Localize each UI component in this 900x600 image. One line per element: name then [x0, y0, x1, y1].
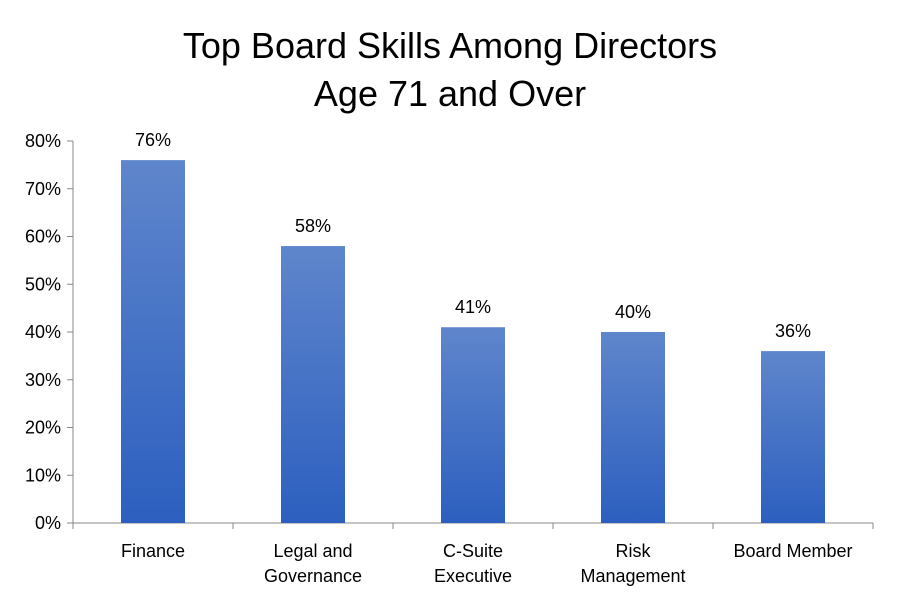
y-tick-label: 60%: [25, 227, 61, 247]
bar: [281, 246, 345, 524]
bar: [761, 351, 825, 523]
y-tick-label: 70%: [25, 179, 61, 199]
x-tick-label: Governance: [264, 566, 362, 586]
data-label: 41%: [455, 297, 491, 317]
x-tick-label: Risk: [616, 541, 652, 561]
bar: [441, 327, 505, 523]
y-tick-label: 0%: [35, 513, 61, 533]
data-label: 36%: [775, 321, 811, 341]
x-tick-label: Management: [580, 566, 685, 586]
bar: [601, 332, 665, 523]
x-tick-label: Board Member: [733, 541, 852, 561]
y-tick-label: 50%: [25, 274, 61, 294]
y-tick-label: 20%: [25, 418, 61, 438]
x-tick-label: Legal and: [273, 541, 352, 561]
y-tick-label: 40%: [25, 322, 61, 342]
y-tick-label: 30%: [25, 370, 61, 390]
y-tick-label: 10%: [25, 465, 61, 485]
bar: [121, 160, 185, 523]
y-tick-label: 80%: [25, 131, 61, 151]
data-label: 76%: [135, 130, 171, 150]
chart-title-line-2: Age 71 and Over: [313, 73, 587, 114]
chart-title: Top Board Skills Among Directors Age 71 …: [0, 22, 900, 118]
x-tick-label: C-Suite: [443, 541, 503, 561]
x-tick-label: Executive: [434, 566, 512, 586]
data-label: 40%: [615, 302, 651, 322]
chart-title-line-1: Top Board Skills Among Directors: [182, 25, 718, 66]
x-tick-label: Finance: [121, 541, 185, 561]
data-label: 58%: [295, 216, 331, 236]
